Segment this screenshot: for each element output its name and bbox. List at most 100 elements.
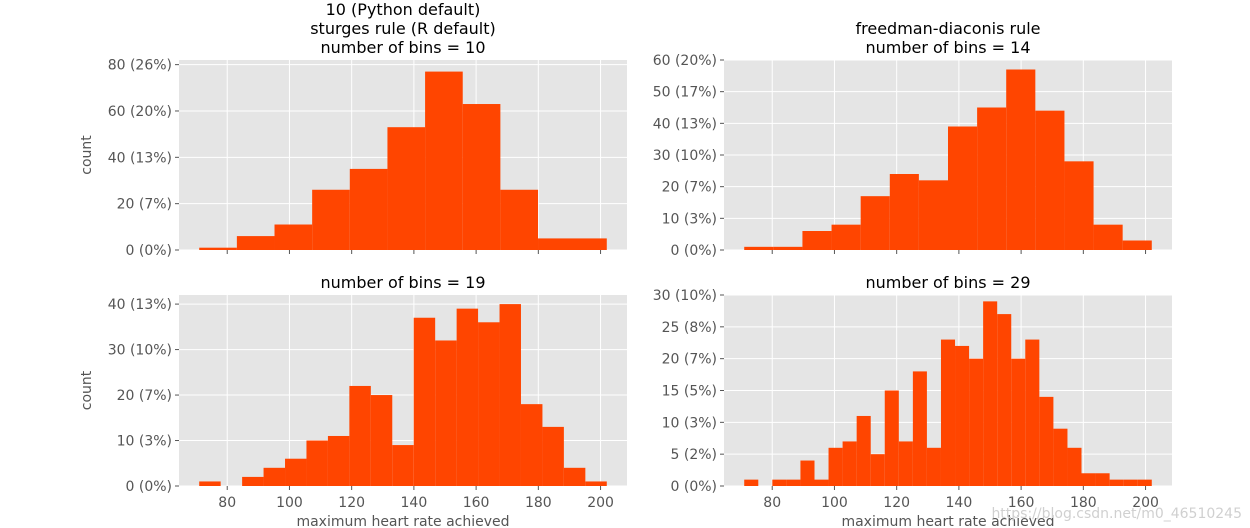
- histogram-bar: [327, 435, 350, 486]
- x-tick-label: 200: [1132, 495, 1159, 511]
- histogram-bar: [1064, 161, 1094, 250]
- chart-title-line: sturges rule (R default): [310, 19, 496, 38]
- x-tick-label: 100: [821, 495, 848, 511]
- histogram-bar: [1006, 69, 1036, 250]
- histogram-bar: [370, 395, 393, 486]
- x-axis-label: maximum heart rate achieved: [841, 514, 1054, 528]
- histogram-bar: [1025, 339, 1040, 486]
- histogram-bar: [948, 126, 978, 250]
- histogram-bar: [926, 447, 941, 486]
- x-tick-label: 100: [276, 495, 303, 511]
- histogram-bar: [478, 322, 500, 486]
- x-axis-label: maximum heart rate achieved: [296, 514, 509, 528]
- histogram-bar: [814, 479, 829, 486]
- chart-title-line: freedman-diaconis rule: [855, 19, 1040, 38]
- histogram-bar: [563, 467, 586, 486]
- x-tick-label: 160: [1008, 495, 1035, 511]
- y-tick-label: 25 (8%): [662, 320, 717, 336]
- x-tick-label: 140: [946, 495, 973, 511]
- histogram-bar: [349, 168, 388, 250]
- y-tick-label: 15 (5%): [662, 384, 717, 400]
- x-tick-label: 180: [1070, 495, 1097, 511]
- histogram-bar: [392, 445, 414, 486]
- histogram-bar: [542, 426, 564, 486]
- histogram-bar: [435, 340, 457, 486]
- y-tick-label: 80 (26%): [108, 58, 172, 74]
- x-tick-label: 140: [401, 495, 428, 511]
- y-tick-label: 0 (0%): [126, 243, 173, 259]
- histogram-bar: [538, 238, 607, 250]
- chart-title-line: number of bins = 10: [320, 38, 485, 57]
- histogram-bar: [969, 358, 984, 486]
- histogram-bar: [425, 71, 463, 251]
- histogram-bar: [831, 224, 861, 250]
- y-tick-label: 10 (3%): [117, 434, 172, 450]
- x-tick-label: 180: [525, 495, 552, 511]
- y-tick-label: 5 (2%): [671, 447, 718, 463]
- histogram-bar: [236, 236, 275, 250]
- x-tick-label: 120: [883, 495, 910, 511]
- x-tick-label: 200: [587, 495, 614, 511]
- histogram-bar: [1081, 473, 1096, 486]
- y-tick-label: 30 (10%): [653, 288, 717, 304]
- histogram-bar: [918, 180, 948, 250]
- x-tick-label: 160: [463, 495, 490, 511]
- chart-title-line: number of bins = 29: [865, 273, 1030, 292]
- histogram-bar: [413, 317, 436, 486]
- histogram-bar: [349, 385, 371, 486]
- histogram-bar: [786, 479, 801, 486]
- histogram-bar: [199, 247, 237, 250]
- y-tick-label: 30 (10%): [108, 343, 172, 359]
- histogram-bar: [955, 345, 970, 486]
- x-tick-label: 120: [338, 495, 365, 511]
- histogram-bar: [520, 404, 543, 486]
- y-tick-label: 30 (10%): [653, 148, 717, 164]
- y-tick-label: 20 (7%): [662, 352, 717, 368]
- histogram-bar: [585, 481, 607, 486]
- histogram-bar: [1011, 358, 1026, 486]
- y-tick-label: 40 (13%): [108, 150, 172, 166]
- histogram-bar: [772, 479, 787, 486]
- chart-title-line: number of bins = 14: [865, 38, 1030, 57]
- x-tick-label: 80: [763, 495, 781, 511]
- histogram-bar: [744, 246, 774, 250]
- histogram-bar: [884, 390, 899, 486]
- histogram-bar: [977, 107, 1007, 250]
- histogram-bar: [263, 467, 286, 486]
- histogram-bar: [274, 224, 313, 250]
- y-tick-label: 60 (20%): [108, 104, 172, 120]
- y-tick-label: 20 (7%): [117, 197, 172, 213]
- y-tick-label: 10 (3%): [662, 211, 717, 227]
- histogram-bar: [1109, 479, 1124, 486]
- histogram-bar: [306, 440, 328, 486]
- histogram-bar: [462, 104, 501, 251]
- histogram-bar: [285, 458, 307, 486]
- y-tick-label: 40 (13%): [108, 297, 172, 313]
- histogram-bar: [842, 441, 857, 486]
- histogram-bar: [1095, 473, 1110, 486]
- y-tick-label: 0 (0%): [671, 243, 718, 259]
- x-tick-label: 80: [218, 495, 236, 511]
- histogram-bar: [1122, 240, 1152, 250]
- histogram-bar: [997, 314, 1012, 486]
- chart-title-line: number of bins = 19: [320, 273, 485, 292]
- histogram-bar: [800, 460, 815, 486]
- histogram-bar: [828, 447, 843, 486]
- histogram-bar: [1053, 428, 1068, 486]
- histogram-bar: [802, 231, 832, 250]
- histogram-bar: [1093, 224, 1123, 250]
- histogram-bar: [870, 454, 885, 486]
- chart-title-line: 10 (Python default): [326, 0, 481, 19]
- histogram-bar: [500, 189, 539, 250]
- y-tick-label: 20 (7%): [117, 388, 172, 404]
- y-tick-label: 60 (20%): [653, 53, 717, 69]
- histogram-bar: [242, 476, 264, 486]
- y-tick-label: 0 (0%): [126, 479, 173, 495]
- y-tick-label: 10 (3%): [662, 415, 717, 431]
- y-tick-label: 0 (0%): [671, 479, 718, 495]
- histogram-bar: [387, 127, 426, 250]
- histogram-bar: [1123, 479, 1138, 486]
- histogram-bar: [856, 415, 871, 486]
- histogram-bar: [1137, 479, 1152, 486]
